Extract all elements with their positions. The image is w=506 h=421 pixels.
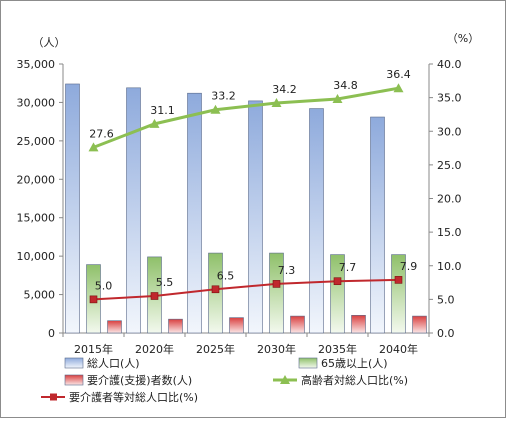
- right-tick-label: 25.0: [437, 159, 462, 172]
- right-tick-label: 35.0: [437, 92, 462, 105]
- marker-care-ratio: [272, 280, 281, 288]
- data-label-elderly-ratio: 36.4: [386, 68, 411, 81]
- legend-total-population: 総人口(人): [64, 356, 140, 370]
- bar-care-recipients: [229, 317, 244, 334]
- bar-total-population: [248, 100, 263, 334]
- legend-age65-plus-swatch: [298, 357, 318, 369]
- data-label-care-ratio: 5.0: [95, 279, 113, 292]
- x-tick-label: 2025年: [196, 342, 235, 356]
- bar-total-population: [65, 83, 80, 334]
- right-tick-label: 30.0: [437, 125, 462, 138]
- bar-total-population: [370, 116, 385, 334]
- data-label-elderly-ratio: 33.2: [211, 90, 236, 103]
- legend-care-ratio-label: 要介護者等対総人口比(%): [69, 390, 198, 404]
- marker-elderly-ratio: [210, 104, 221, 114]
- marker-care-ratio: [150, 292, 159, 300]
- data-label-care-ratio: 7.3: [278, 264, 296, 277]
- bar-care-recipients: [168, 318, 183, 334]
- left-tick-label: 30,000: [17, 96, 56, 109]
- marker-elderly-ratio: [332, 93, 343, 103]
- right-tick-label: 0.0: [437, 327, 455, 340]
- x-tick-label: 2015年: [74, 342, 113, 356]
- line-care-ratio: [93, 278, 399, 301]
- right-tick-label: 40.0: [437, 58, 462, 71]
- data-label-elderly-ratio: 31.1: [150, 104, 175, 117]
- legend-elderly-ratio-label: 高齢者対総人口比(%): [301, 373, 408, 387]
- legend-care-ratio-marker: [50, 393, 57, 401]
- bar-total-population: [126, 87, 141, 334]
- legend-age65-plus-label: 65歳以上(人): [321, 357, 388, 370]
- right-tick-label: 15.0: [437, 226, 462, 239]
- left-tick-label: 25,000: [17, 135, 56, 148]
- left-tick-label: 0: [48, 327, 55, 340]
- left-axis-unit: （人）: [33, 36, 66, 49]
- legend-elderly-ratio: 高齢者対総人口比(%): [273, 373, 408, 387]
- marker-elderly-ratio: [88, 142, 99, 152]
- marker-care-ratio: [333, 277, 342, 286]
- bar-care-recipients: [290, 315, 305, 334]
- x-tick-label: 2020年: [135, 342, 174, 356]
- left-tick-label: 20,000: [17, 173, 56, 186]
- marker-elderly-ratio: [149, 118, 160, 128]
- data-label-care-ratio: 7.9: [400, 260, 418, 273]
- bar-total-population: [309, 108, 324, 334]
- marker-care-ratio: [394, 276, 403, 284]
- right-axis-unit: （%）: [447, 32, 479, 45]
- legend-care-ratio: 要介護者等対総人口比(%): [41, 390, 198, 404]
- bar-age65-plus: [330, 254, 345, 334]
- bar-care-recipients: [107, 320, 122, 334]
- right-tick-label: 5.0: [437, 293, 455, 306]
- bar-care-recipients: [351, 315, 366, 334]
- data-label-elderly-ratio: 34.8: [333, 79, 358, 92]
- legend-care-recipients: 要介護(支援)者数(人): [64, 373, 192, 387]
- right-tick-label: 10.0: [437, 260, 462, 273]
- bar-total-population: [187, 92, 202, 334]
- legend-total-population-swatch: [64, 357, 84, 369]
- legend-care-recipients-swatch: [64, 374, 84, 386]
- bar-age65-plus: [269, 252, 284, 334]
- marker-elderly-ratio: [393, 83, 404, 93]
- bar-care-recipients: [412, 315, 427, 334]
- data-label-elderly-ratio: 34.2: [272, 83, 297, 96]
- left-tick-label: 35,000: [17, 58, 56, 71]
- data-label-care-ratio: 5.5: [156, 276, 174, 289]
- line-elderly-ratio: [92, 86, 399, 149]
- legend-elderly-ratio-marker: [280, 375, 290, 384]
- data-label-care-ratio: 6.5: [217, 269, 235, 282]
- left-tick-label: 10,000: [17, 250, 56, 263]
- legend-age65-plus: 65歳以上(人): [298, 357, 388, 370]
- x-tick-label: 2030年: [257, 342, 296, 356]
- legend-care-recipients-label: 要介護(支援)者数(人): [87, 373, 192, 387]
- x-tick-label: 2035年: [318, 342, 357, 356]
- data-label-care-ratio: 7.7: [339, 261, 357, 274]
- data-label-elderly-ratio: 27.6: [89, 127, 114, 140]
- left-tick-label: 5,000: [24, 289, 56, 302]
- marker-care-ratio: [211, 285, 220, 294]
- x-tick-label: 2040年: [379, 342, 418, 356]
- left-tick-label: 15,000: [17, 212, 56, 225]
- marker-elderly-ratio: [271, 98, 282, 108]
- marker-care-ratio: [89, 295, 98, 304]
- bar-age65-plus: [391, 254, 406, 334]
- legend-total-population-label: 総人口(人): [87, 356, 140, 370]
- right-tick-label: 20.0: [437, 193, 462, 206]
